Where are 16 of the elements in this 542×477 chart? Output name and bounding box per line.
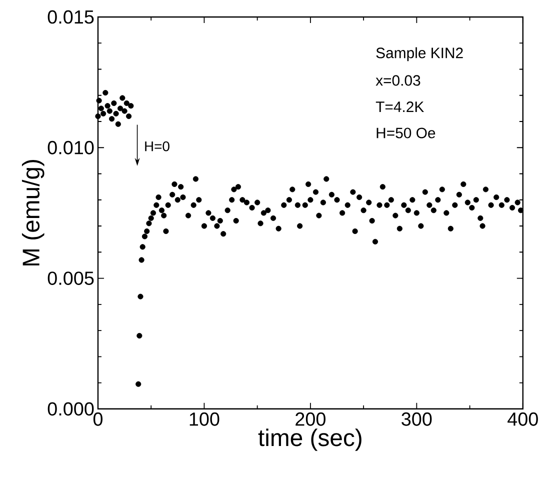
y-axis-title: M (emu/g) <box>22 160 44 266</box>
y-tick-label: 0.015 <box>48 10 94 24</box>
x-tick-label: 100 <box>190 412 220 426</box>
y-tick-label: 0.010 <box>48 140 94 154</box>
y-tick-label: 0.000 <box>48 402 94 416</box>
x-axis-title: time (sec) <box>258 428 362 451</box>
x-tick-label: 400 <box>508 412 538 426</box>
x-tick-label: 0 <box>93 412 102 426</box>
x-tick-label: 300 <box>402 412 432 426</box>
annotation: H=0 <box>145 141 170 152</box>
annotation: x=0.03 <box>376 75 420 86</box>
annotation: H=50 Oe <box>376 128 436 138</box>
annotation: Sample KIN2 <box>376 47 463 62</box>
x-tick-label: 200 <box>296 412 326 426</box>
annotation: T=4.2K <box>376 102 424 112</box>
y-tick-label: 0.005 <box>48 272 94 286</box>
